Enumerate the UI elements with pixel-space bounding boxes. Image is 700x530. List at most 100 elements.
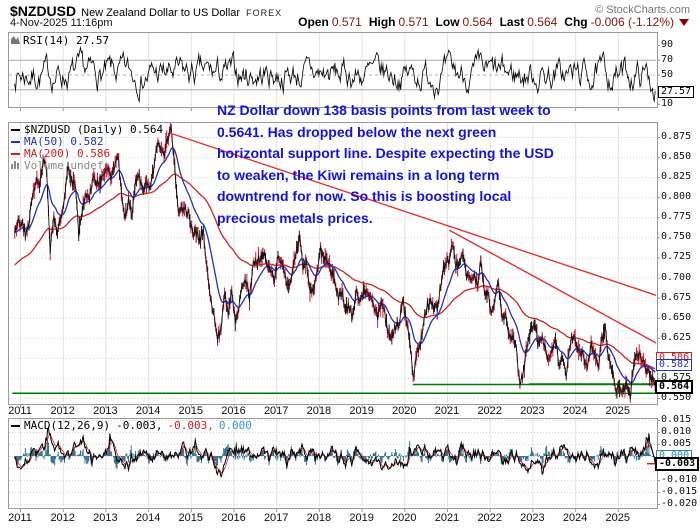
macd-axis-label: 0.005 [661,438,692,449]
rsi-axis-label: 90 [661,39,674,50]
macd-axis-label: 0.010 [661,426,692,437]
change-value: -0.006 (-1.12%) [590,15,674,29]
macd-axis-label: -0.020 [661,498,698,509]
price-legend-label: $NZDUSD (Daily) 0.564 [24,123,164,136]
change-down-arrow-icon [679,19,689,26]
macd-value: -0.003, [116,419,163,432]
price-axis-label: 0.825 [661,171,692,183]
year-label: 2013 [93,512,118,524]
price-axis-label: 0.675 [661,291,692,303]
symbol-description: New Zealand Dollar to US Dollar [81,7,241,19]
chart-header: $NZDUSD New Zealand Dollar to US Dollar FO… [10,3,282,21]
annotation-line: horizontal support line. Despite expecti… [217,145,554,161]
year-label: 2012 [50,512,75,524]
open-label: Open [298,15,329,29]
year-label: 2018 [306,512,332,524]
change-label: Chg [564,15,588,29]
price-axis-label: 0.550 [661,392,692,403]
price-axis-label: 0.650 [661,311,692,323]
rsi-axis-label: 50 [661,68,674,80]
year-label: 2024 [562,405,588,417]
copyright-link[interactable]: © StockCharts.com [595,4,690,16]
rsi-axis-label: 10 [661,98,674,109]
volume-legend-label: Volume undef [24,159,104,172]
year-label: 2015 [178,405,204,417]
price-axis-label: 0.625 [661,331,692,343]
price-axis-label: 0.875 [661,131,692,142]
year-label: 2014 [135,405,161,417]
high-value: 0.571 [398,15,429,29]
exchange-label: FOREX [246,8,283,18]
rsi-legend-label: RSI(14) 27.57 [23,34,110,47]
year-label: 2024 [562,512,588,524]
year-label: 2021 [434,405,460,417]
macd-hist-value: 0.000 [218,419,252,432]
price-axis-label: 0.750 [661,231,692,243]
year-label: 2019 [349,512,374,524]
ma200-line-swatch [11,153,20,155]
year-label: 2017 [263,405,289,417]
macd-line-swatch [11,425,20,427]
price-axis-label: 0.700 [661,271,692,283]
year-label: 2011 [8,512,32,524]
macd-value-box: -0.003 [655,457,700,471]
year-label: 2017 [263,512,289,524]
year-label: 2012 [50,405,75,417]
year-label: 2013 [93,405,118,417]
rsi-legend: RSI(14) 27.57 [11,35,109,47]
price-axis-label: 0.850 [661,151,692,163]
last-value: 0.564 [527,15,558,29]
low-label: Low [435,15,460,29]
annotation-line: NZ Dollar down 138 basis points from las… [217,102,551,118]
macd-axis-label: -0.015 [661,486,698,497]
year-label: 2023 [520,512,545,524]
rsi-last-value-box: 27.57 [658,86,695,98]
ma200-legend-label: MA(200) 0.586 [24,147,111,160]
symbol-title: $NZDUSD [10,3,77,19]
price-legend: $NZDUSD (Daily) 0.564 MA(50) 0.582 MA(20… [11,124,163,172]
annotation-line: 0.5641. Has dropped below the next green [217,123,497,140]
low-value: 0.564 [462,15,493,29]
price-axis-label: 0.800 [661,191,692,203]
last-price-box: 0.564 [655,380,694,394]
price-legend-row-ma200: MA(200) 0.586 [11,148,163,160]
high-label: High [368,15,396,29]
year-label: 2015 [178,512,204,524]
macd-signal-value: -0.003, [167,419,214,432]
year-label: 2011 [8,405,32,417]
year-label: 2019 [349,405,374,417]
price-axis-label: 0.775 [661,211,692,223]
macd-axis-label: 0.015 [661,414,692,425]
ma50-value-box: 0.582 [656,359,693,371]
macd-legend-name: MACD(12,26,9) [24,419,111,432]
year-label: 2018 [306,405,332,417]
year-label: 2022 [477,405,502,417]
price-legend-row-volume: Volume undef [11,160,163,172]
year-label: 2022 [477,512,502,524]
year-label: 2016 [221,512,246,524]
year-label: 2020 [392,405,417,417]
year-label: 2014 [135,512,161,524]
year-label: 2025 [605,512,631,524]
annotation-line: to weaken, the Kiwi remains in a long te… [217,166,500,183]
ma50-line-swatch [11,141,20,143]
year-label: 2023 [520,405,545,417]
price-line-swatch [11,129,20,131]
price-axis-label: 0.725 [661,251,692,263]
year-label: 2020 [392,512,417,524]
analyst-annotation: NZ Dollar down 138 basis points from las… [217,100,554,229]
open-value: 0.571 [331,15,362,29]
last-label: Last [499,15,525,29]
year-label: 2016 [221,405,246,417]
ma50-legend-label: MA(50) 0.582 [24,135,104,148]
macd-axis-label: -0.010 [661,474,698,485]
price-legend-row-ma50: MA(50) 0.582 [11,136,163,148]
quote-summary: Open 0.571 High 0.571 Low 0.564 Last 0.564 Chg -0… [298,15,689,29]
chart-datetime: 4-Nov-2025 11:16pm [10,17,113,29]
rsi-axis-label: 70 [661,53,674,65]
annotation-line: downtrend for now. So this is boosting l… [217,188,512,204]
volume-bars-icon [11,160,21,172]
annotation-line: precious metals prices. [217,209,373,226]
